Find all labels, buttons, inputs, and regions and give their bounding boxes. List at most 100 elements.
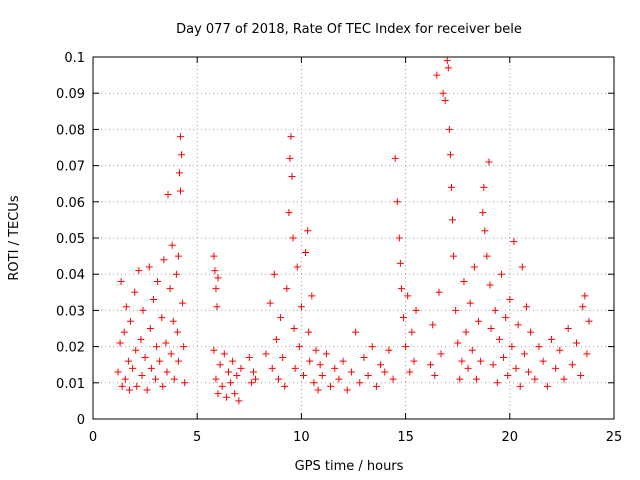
data-point bbox=[481, 227, 489, 235]
data-point bbox=[448, 216, 456, 224]
x-tick-label: 5 bbox=[193, 430, 201, 445]
data-point bbox=[154, 277, 162, 285]
grid-lines bbox=[93, 57, 614, 419]
data-point bbox=[460, 277, 468, 285]
y-axis-label: ROTI / TECUs bbox=[7, 195, 22, 280]
data-point bbox=[153, 343, 161, 351]
data-point bbox=[433, 71, 441, 79]
data-point bbox=[427, 361, 435, 369]
data-point bbox=[149, 296, 157, 304]
data-point bbox=[585, 317, 593, 325]
data-point bbox=[175, 169, 183, 177]
data-point bbox=[227, 379, 235, 387]
chart-title: Day 077 of 2018, Rate Of TEC Index for r… bbox=[176, 22, 522, 37]
data-point bbox=[304, 227, 312, 235]
data-point bbox=[210, 346, 218, 354]
data-point bbox=[441, 96, 449, 104]
y-tick-label: 0.1 bbox=[64, 51, 85, 66]
data-point bbox=[410, 357, 418, 365]
data-point bbox=[297, 303, 305, 311]
data-point bbox=[412, 306, 420, 314]
data-point bbox=[360, 353, 368, 361]
x-tick-label: 15 bbox=[397, 430, 414, 445]
data-point bbox=[512, 364, 520, 372]
data-point bbox=[177, 133, 185, 141]
data-point bbox=[429, 321, 437, 329]
data-point bbox=[397, 285, 405, 293]
data-point bbox=[452, 306, 460, 314]
y-axis: 0 0.01 0.02 0.03 0.04 0.05 0.06 0.07 0.08 0.09 0.1 bbox=[56, 51, 614, 428]
y-tick-label: 0.05 bbox=[56, 232, 85, 247]
y-tick-label: 0.01 bbox=[56, 377, 85, 392]
data-point bbox=[143, 386, 151, 394]
data-point bbox=[283, 285, 291, 293]
data-point bbox=[224, 368, 232, 376]
data-point bbox=[172, 270, 180, 278]
data-point bbox=[381, 368, 389, 376]
data-point bbox=[396, 259, 404, 267]
data-point bbox=[125, 386, 133, 394]
data-point bbox=[145, 263, 153, 271]
data-point bbox=[331, 364, 339, 372]
data-point bbox=[170, 375, 178, 383]
data-point bbox=[129, 364, 137, 372]
data-point bbox=[266, 299, 274, 307]
data-point bbox=[372, 382, 380, 390]
data-point bbox=[522, 303, 530, 311]
data-point bbox=[385, 346, 393, 354]
data-point bbox=[395, 234, 403, 242]
data-point bbox=[146, 325, 154, 332]
data-point bbox=[489, 361, 497, 369]
data-point bbox=[470, 263, 478, 271]
y-tick-label: 0.08 bbox=[56, 123, 85, 138]
data-point bbox=[164, 191, 172, 199]
data-point bbox=[466, 299, 474, 307]
x-tick-label: 25 bbox=[606, 430, 623, 445]
data-point bbox=[472, 375, 480, 383]
data-point bbox=[446, 151, 454, 159]
data-point bbox=[124, 357, 132, 365]
data-point bbox=[233, 372, 241, 380]
data-point bbox=[122, 303, 130, 311]
data-point bbox=[135, 267, 143, 275]
data-point bbox=[127, 317, 135, 325]
data-point bbox=[356, 379, 364, 387]
data-point bbox=[391, 154, 399, 162]
data-point bbox=[118, 382, 126, 390]
data-point bbox=[468, 346, 476, 354]
data-point bbox=[299, 372, 307, 380]
data-point bbox=[564, 325, 572, 332]
data-point bbox=[279, 353, 287, 361]
data-point bbox=[290, 325, 298, 332]
data-point bbox=[214, 390, 222, 398]
data-point bbox=[514, 321, 522, 329]
data-point bbox=[168, 241, 176, 249]
y-tick-label: 0.02 bbox=[56, 341, 85, 356]
y-tick-label: 0.03 bbox=[56, 304, 85, 319]
data-point bbox=[408, 328, 416, 336]
data-point bbox=[431, 372, 439, 380]
data-point bbox=[293, 263, 301, 271]
data-point bbox=[535, 343, 543, 351]
data-point bbox=[162, 339, 170, 347]
data-point bbox=[314, 386, 322, 394]
data-point bbox=[245, 353, 253, 361]
data-point bbox=[402, 343, 410, 351]
data-point bbox=[291, 364, 299, 372]
x-tick-label: 10 bbox=[293, 430, 310, 445]
data-point bbox=[583, 350, 591, 358]
data-point bbox=[450, 252, 458, 260]
data-point bbox=[159, 382, 167, 390]
data-point bbox=[158, 314, 166, 322]
data-point bbox=[312, 346, 320, 354]
data-point bbox=[121, 375, 129, 383]
data-point bbox=[520, 350, 528, 358]
data-point bbox=[152, 375, 160, 383]
data-point bbox=[445, 125, 453, 133]
data-point bbox=[229, 357, 237, 365]
data-point bbox=[547, 335, 555, 343]
y-tick-label: 0 bbox=[77, 413, 85, 428]
data-point bbox=[502, 314, 510, 322]
data-point bbox=[368, 343, 376, 351]
data-point bbox=[556, 346, 564, 354]
